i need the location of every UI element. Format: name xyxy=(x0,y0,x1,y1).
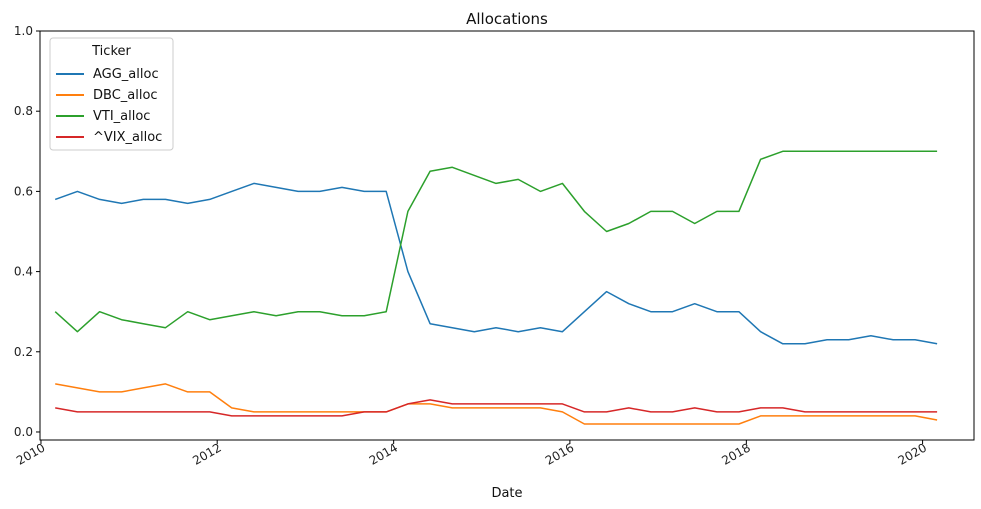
x-axis-label: Date xyxy=(491,486,522,501)
x-tick-label: 2014 xyxy=(367,440,400,467)
y-tick-label: 0.0 xyxy=(14,425,33,439)
legend-entry: DBC_alloc xyxy=(93,88,158,103)
y-tick-label: 0.6 xyxy=(14,184,33,198)
x-tick-label: 2012 xyxy=(190,440,223,467)
series-line-vti-alloc xyxy=(54,150,938,333)
series-line-vix-alloc xyxy=(55,399,938,417)
legend-entry: AGG_alloc xyxy=(93,67,159,82)
legend-entry: VTI_alloc xyxy=(93,109,150,124)
y-tick-label: 0.8 xyxy=(14,104,33,118)
legend-title: Ticker xyxy=(91,44,131,59)
plot-frame xyxy=(39,30,975,441)
x-tick-label: 2020 xyxy=(896,440,929,467)
y-tick-label: 0.4 xyxy=(14,265,33,279)
y-tick-label: 0.2 xyxy=(14,345,33,359)
y-tick-label: 1.0 xyxy=(14,24,33,38)
legend-entry: ^VIX_alloc xyxy=(93,130,162,145)
x-tick-label: 2010 xyxy=(14,440,47,467)
chart-title: Allocations xyxy=(466,10,548,28)
series-line-agg-alloc xyxy=(54,182,938,345)
legend-box xyxy=(49,37,174,151)
x-tick-label: 2018 xyxy=(719,440,752,467)
x-tick-label: 2016 xyxy=(543,440,576,467)
legend: Ticker AGG_alloc DBC_alloc VTI_alloc ^VIX_al… xyxy=(49,37,174,151)
plot-area xyxy=(54,150,938,425)
series-line-dbc-alloc xyxy=(55,383,938,425)
